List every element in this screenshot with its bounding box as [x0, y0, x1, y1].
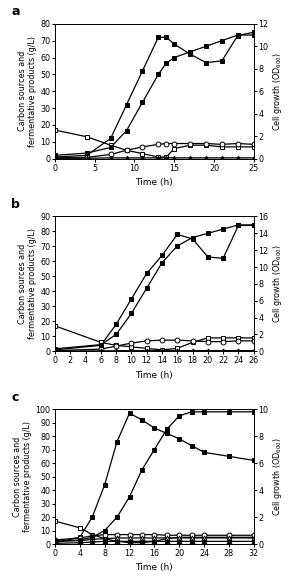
Text: c: c — [11, 391, 19, 403]
Text: a: a — [11, 5, 20, 18]
Y-axis label: Cell growth (OD$_{600}$): Cell growth (OD$_{600}$) — [271, 244, 284, 324]
X-axis label: Time (h): Time (h) — [135, 178, 173, 187]
X-axis label: Time (h): Time (h) — [135, 564, 173, 572]
Y-axis label: Carbon sources and
fermentative products (g/L): Carbon sources and fermentative products… — [18, 228, 37, 339]
X-axis label: Time (h): Time (h) — [135, 370, 173, 380]
Y-axis label: Cell growth (OD$_{600}$): Cell growth (OD$_{600}$) — [271, 437, 284, 516]
Y-axis label: Carbon sources and
fermentative products (g/L): Carbon sources and fermentative products… — [13, 421, 32, 532]
Y-axis label: Carbon sources and
fermentative products (g/L): Carbon sources and fermentative products… — [18, 36, 37, 147]
Text: b: b — [11, 198, 20, 211]
Y-axis label: Cell growth (OD$_{600}$): Cell growth (OD$_{600}$) — [271, 51, 284, 131]
